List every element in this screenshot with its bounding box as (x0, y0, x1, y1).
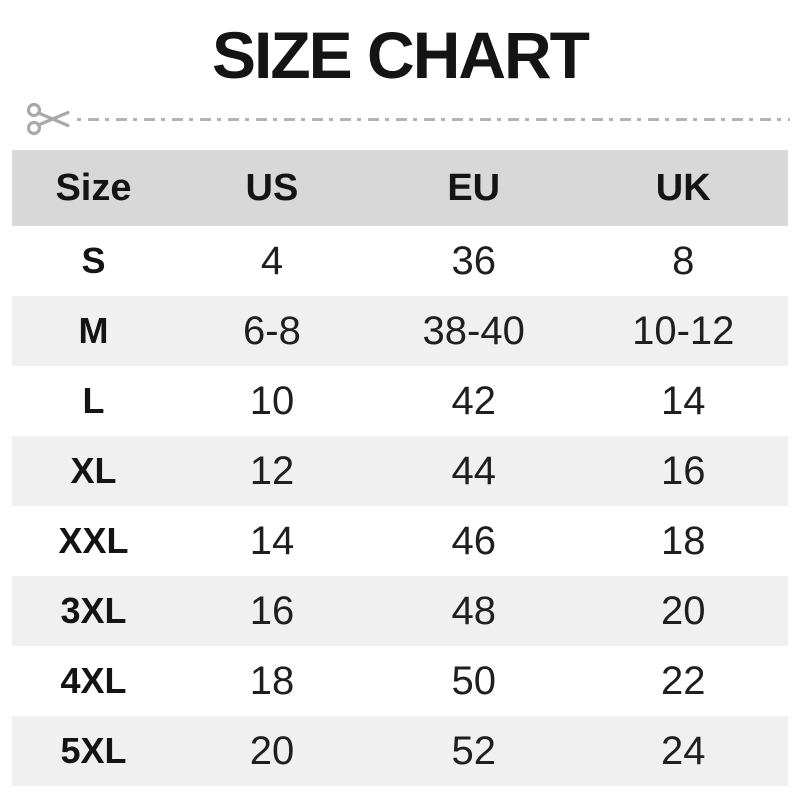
cut-line (26, 98, 790, 140)
column-header-size: Size (12, 150, 175, 226)
table-row-m: M 6-8 38-40 10-12 (12, 296, 788, 366)
column-header-us: US (174, 150, 369, 226)
uk-value: 20 (660, 588, 706, 633)
us-value: 20 (249, 728, 295, 773)
table-header-row: Size US EU UK (12, 150, 788, 226)
table-row-xl: XL 12 44 16 (12, 436, 788, 506)
eu-value: 44 (451, 448, 496, 493)
size-label: S (81, 240, 106, 281)
size-label: 5XL (60, 730, 127, 771)
table-row-3xl: 3XL 16 48 20 (12, 576, 788, 646)
size-chart-table: Size US EU UK S 4 36 8 M 6-8 38-40 10-12… (12, 150, 788, 786)
size-label: M (78, 310, 109, 351)
uk-value: 18 (660, 518, 706, 563)
size-label: XXL (58, 520, 129, 561)
eu-value: 38-40 (422, 308, 525, 353)
scissors-icon (26, 99, 72, 139)
dashed-cut-line (77, 117, 790, 121)
uk-value: 10-12 (632, 308, 735, 353)
column-header-uk: UK (578, 150, 788, 226)
uk-value: 22 (660, 658, 706, 703)
us-value: 14 (249, 518, 295, 563)
uk-value: 8 (672, 238, 695, 283)
eu-value: 46 (451, 518, 496, 563)
us-value: 16 (249, 588, 295, 633)
size-label: 4XL (60, 660, 127, 701)
us-value: 4 (260, 238, 284, 283)
us-value: 6-8 (243, 308, 301, 353)
us-value: 18 (249, 658, 295, 703)
eu-value: 50 (451, 658, 496, 703)
table-row-4xl: 4XL 18 50 22 (12, 646, 788, 716)
page-title: SIZE CHART (212, 18, 590, 92)
table-row-xxl: XXL 14 46 18 (12, 506, 788, 576)
table-row-l: L 10 42 14 (12, 366, 788, 436)
eu-value: 48 (451, 588, 496, 633)
eu-value: 36 (451, 238, 496, 283)
eu-value: 52 (451, 728, 496, 773)
us-value: 12 (249, 448, 295, 493)
table-row-5xl: 5XL 20 52 24 (12, 716, 788, 786)
size-chart-page: SIZE CHART Size US EU UK S (0, 22, 800, 800)
size-label: 3XL (60, 590, 127, 631)
column-header-eu: EU (368, 150, 579, 226)
size-label: L (82, 380, 105, 421)
uk-value: 14 (660, 378, 706, 423)
uk-value: 16 (660, 448, 706, 493)
uk-value: 24 (660, 728, 706, 773)
size-label: XL (70, 450, 117, 491)
us-value: 10 (249, 378, 295, 423)
eu-value: 42 (451, 378, 496, 423)
table-row-s: S 4 36 8 (12, 226, 788, 296)
